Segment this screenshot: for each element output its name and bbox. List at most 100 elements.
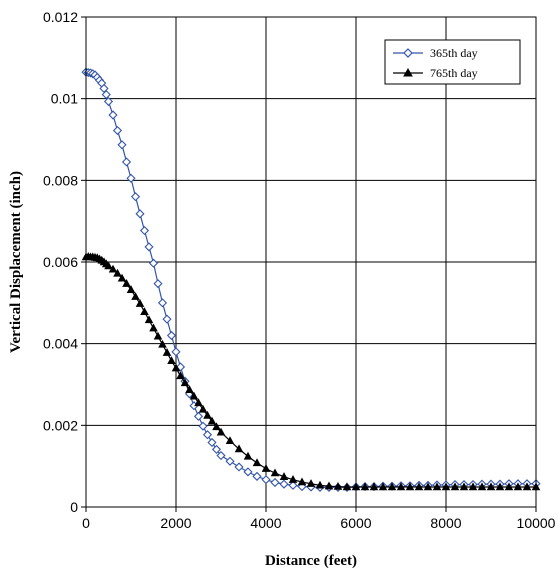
data-point	[333, 481, 343, 490]
data-point	[405, 482, 415, 491]
x-axis-ticks: 0 2000 4000 6000 8000 10000	[82, 507, 556, 531]
data-point	[185, 385, 194, 394]
data-point	[149, 323, 158, 332]
data-point	[270, 468, 280, 477]
data-point	[414, 482, 424, 491]
data-point	[117, 140, 127, 150]
data-point	[297, 477, 307, 486]
legend-marker-0	[403, 48, 413, 58]
data-point	[171, 363, 181, 372]
data-point	[315, 480, 325, 489]
data-point	[198, 404, 208, 413]
data-point	[153, 279, 163, 289]
data-point	[148, 258, 159, 268]
data-point	[144, 242, 154, 252]
y-tick-label: 0.002	[43, 417, 78, 433]
legend-marker-1	[403, 67, 413, 77]
x-tick-label: 10000	[517, 515, 556, 531]
legend-label-0: 365th day	[430, 46, 478, 60]
data-point	[113, 268, 122, 277]
data-point	[306, 479, 316, 487]
data-point	[117, 273, 127, 282]
legend-box	[384, 39, 521, 85]
data-point	[495, 482, 505, 491]
data-point	[140, 307, 149, 316]
x-tick-label: 2000	[160, 515, 191, 531]
data-point	[279, 472, 289, 480]
data-point	[131, 292, 140, 300]
data-point	[207, 416, 217, 425]
plot-border	[85, 16, 537, 508]
data-point	[193, 411, 204, 421]
data-point	[360, 482, 370, 491]
data-point	[112, 125, 123, 136]
data-point	[387, 482, 397, 491]
data-point	[122, 279, 131, 287]
data-point	[194, 398, 203, 407]
data-point	[441, 482, 451, 491]
data-point	[104, 261, 113, 270]
data-point	[288, 480, 298, 490]
x-tick-label: 0	[82, 515, 90, 531]
data-point	[203, 410, 212, 419]
data-point	[157, 298, 168, 308]
x-tick-label: 8000	[430, 515, 461, 531]
y-tick-label: 0.004	[43, 336, 78, 352]
x-tick-label: 6000	[340, 515, 371, 531]
data-point	[522, 482, 532, 491]
data-point	[167, 356, 176, 365]
data-point	[369, 482, 379, 491]
data-point	[101, 90, 111, 100]
data-point	[243, 451, 253, 460]
x-tick-label: 4000	[250, 515, 281, 531]
data-point	[144, 315, 154, 324]
data-point	[126, 285, 136, 293]
data-point	[175, 362, 186, 372]
y-axis-ticks: 0 0.002 0.004 0.006 0.008 0.01 0.012	[43, 9, 86, 515]
data-point	[135, 209, 145, 219]
data-point	[189, 391, 199, 400]
data-point	[513, 482, 523, 491]
data-point	[279, 479, 289, 489]
data-point	[324, 481, 334, 490]
data-point	[139, 225, 150, 236]
data-point	[342, 482, 352, 491]
data-point	[459, 482, 469, 491]
data-point	[108, 264, 118, 273]
data-point	[166, 330, 177, 341]
data-point	[351, 482, 361, 491]
data-point	[176, 371, 185, 380]
legend: 365th day 765th day	[384, 39, 521, 85]
data-point	[162, 314, 172, 324]
x-axis-title: Distance (feet)	[265, 553, 357, 569]
y-tick-label: 0.01	[51, 91, 78, 107]
data-point	[162, 348, 172, 356]
y-tick-label: 0.012	[43, 9, 78, 25]
data-point	[477, 482, 487, 491]
data-point	[468, 482, 478, 491]
data-point	[198, 421, 208, 431]
data-point	[396, 482, 406, 491]
data-point	[288, 475, 298, 483]
data-point	[432, 482, 442, 491]
data-point	[103, 96, 114, 107]
data-point	[450, 482, 460, 491]
data-point	[270, 477, 280, 488]
data-point	[171, 347, 181, 357]
data-point	[378, 482, 388, 491]
data-point	[252, 458, 262, 467]
legend-label-1: 765th day	[430, 66, 478, 80]
data-point	[297, 482, 307, 492]
data-point	[202, 430, 213, 440]
data-point	[153, 331, 163, 340]
data-point	[504, 482, 514, 491]
data-point	[130, 192, 141, 202]
data-point	[234, 462, 244, 472]
data-point	[158, 339, 167, 348]
data-point	[108, 110, 118, 120]
data-point	[121, 157, 132, 167]
data-point	[216, 450, 226, 461]
data-point	[211, 444, 222, 455]
data-point	[207, 437, 217, 448]
